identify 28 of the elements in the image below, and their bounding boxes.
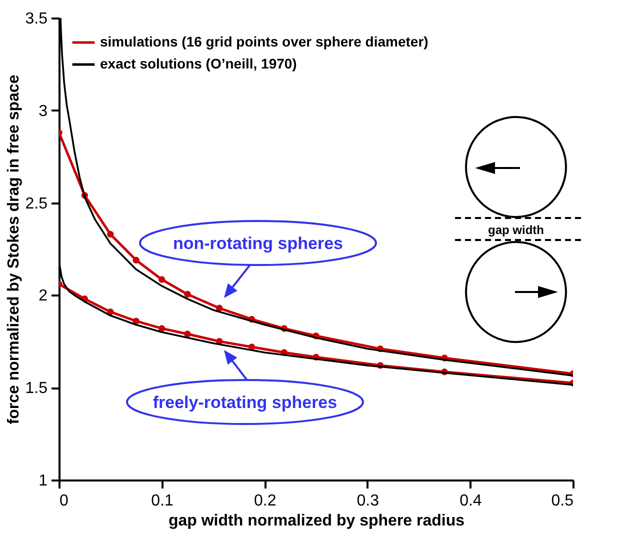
x-tick-label: 0.5: [551, 492, 574, 510]
y-axis-title: force normalized by Stokes drag in free space: [5, 74, 22, 424]
y-tick-label: 2: [38, 288, 48, 305]
x-tick-label: 0.4: [460, 492, 482, 510]
y-tick-label: 1.5: [25, 380, 48, 398]
y-tick-label: 2.5: [25, 195, 48, 212]
annotation: freely-rotating spheres: [152, 393, 338, 412]
x-tick-label: 0.1: [151, 492, 174, 510]
annotation: non-rotating spheres: [172, 234, 344, 253]
point: [132, 256, 140, 264]
legend-label: simulations (16 grid points over sphere diameter): [100, 34, 428, 50]
point: [184, 330, 191, 338]
y-tick-label: 3.5: [25, 10, 48, 28]
x-tick-label: 0: [60, 492, 68, 510]
x-tick-label: 0.2: [254, 492, 276, 510]
point: [158, 325, 166, 332]
point: [158, 276, 166, 283]
x-axis-title: gap width normalized by sphere radius: [168, 512, 465, 530]
legend-label: exact solutions (O’neill, 1970): [100, 56, 297, 72]
x-tick-label: 0.3: [356, 492, 380, 510]
point: [184, 290, 191, 298]
two-spheres-diagram: gap width: [455, 116, 582, 343]
y-tick-label: 3: [38, 102, 48, 120]
point: [132, 318, 140, 324]
annotation: gap width: [488, 223, 544, 237]
point: [107, 230, 114, 238]
y-tick-label: 1: [38, 472, 48, 490]
point: [216, 304, 223, 312]
